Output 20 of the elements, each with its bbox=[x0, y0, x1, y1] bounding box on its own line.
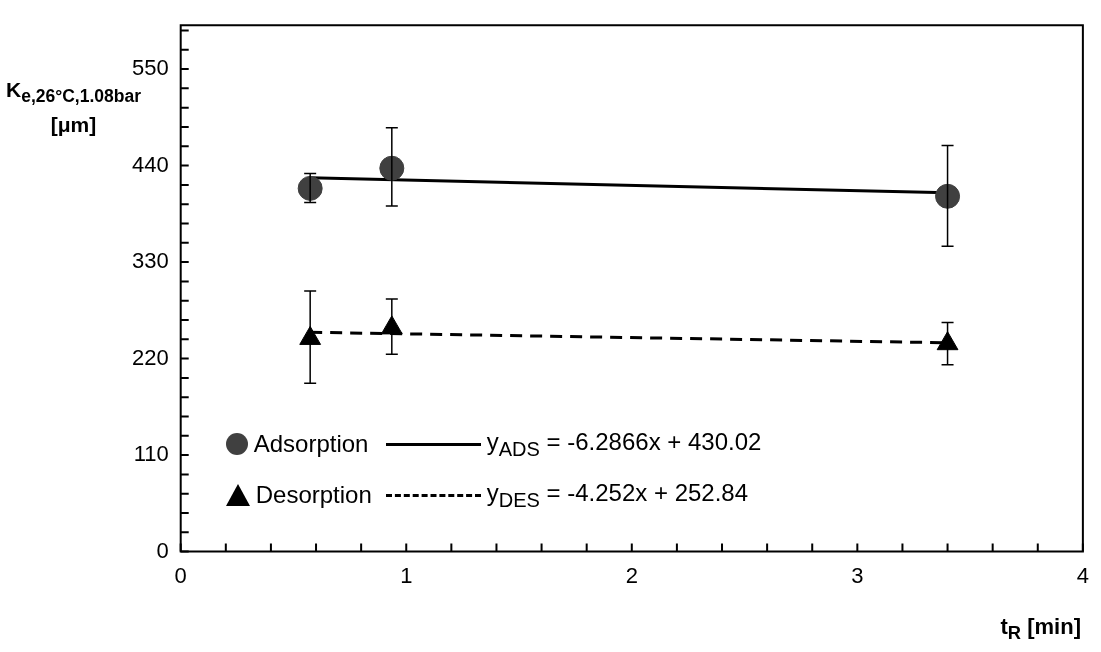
y-tick-label: 110 bbox=[133, 441, 169, 467]
y-tick-label: 220 bbox=[131, 344, 169, 370]
y-tick-label: 550 bbox=[131, 55, 169, 81]
x-tick-label: 1 bbox=[400, 562, 413, 588]
legend-label: y$_{DES}$ = -4.252x + 252.84 bbox=[486, 478, 749, 512]
legend-label: y$_{ADS}$ = -6.2866x + 430.02 bbox=[486, 428, 762, 461]
point bbox=[935, 183, 961, 209]
x-tick-label: 3 bbox=[851, 562, 864, 588]
x-tick-label: 4 bbox=[1076, 562, 1090, 588]
y-tick-label: 440 bbox=[131, 151, 169, 177]
legend-label: Desorption bbox=[255, 481, 372, 510]
x-tick-label: 0 bbox=[174, 562, 187, 588]
y-axis-title: K$_{e,26°C,1.08bar}$ [μm] bbox=[6, 78, 142, 137]
legend-label: Adsorption bbox=[253, 430, 369, 459]
point bbox=[380, 315, 403, 335]
x-tick-label: 2 bbox=[625, 562, 638, 588]
y-tick-label: 0 bbox=[156, 537, 169, 563]
x-axis-title: t$_{R}$ [min] bbox=[1000, 614, 1081, 645]
point bbox=[936, 331, 959, 351]
y-tick-label: 330 bbox=[131, 248, 169, 274]
